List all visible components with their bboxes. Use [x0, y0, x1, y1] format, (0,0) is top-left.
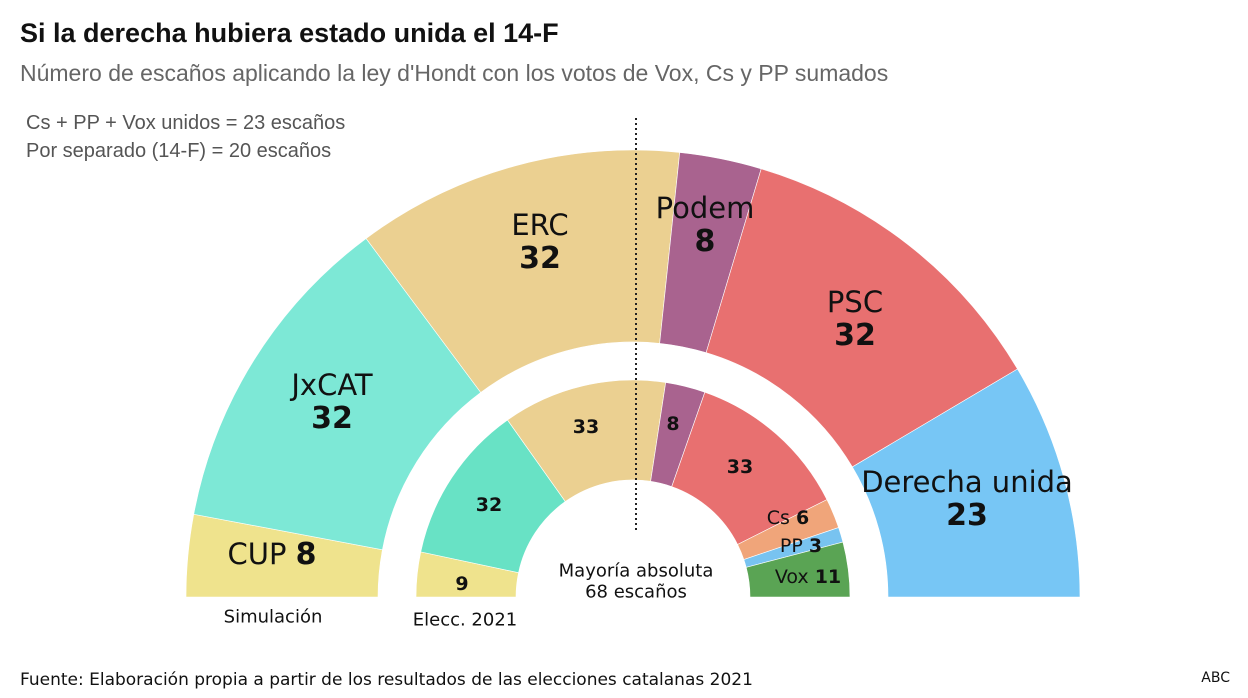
- outer-label-psc: PSC 32: [826, 285, 884, 354]
- inner-label-erc: 33: [572, 416, 600, 439]
- ring-label-simulacion: Simulación: [223, 606, 323, 628]
- source-note: Fuente: Elaboración propia a partir de l…: [20, 670, 753, 690]
- majority-label: Mayoría absoluta 68 escaños: [558, 560, 714, 602]
- chart-subtitle: Número de escaños aplicando la ley d'Hon…: [20, 60, 889, 86]
- inner-label-cup: 9: [455, 573, 469, 596]
- outer-label-derecha: Derecha unida 23: [861, 465, 1073, 534]
- outer-segment-psc: [705, 168, 1018, 468]
- chart-title: Si la derecha hubiera estado unida el 14…: [20, 18, 559, 48]
- ring-label-elecc: Elecc. 2021: [412, 609, 518, 631]
- outer-label-cup: CUP 8: [227, 536, 317, 572]
- outer-segment-derecha-unida: [851, 368, 1081, 598]
- inner-segment-vox: [745, 541, 851, 598]
- brand-logo: ABC: [1201, 670, 1230, 686]
- inner-label-pp: PP 3: [779, 535, 823, 558]
- outer-label-podem: Podem 8: [655, 191, 755, 260]
- note-united: Cs + PP + Vox unidos = 23 escaños: [26, 112, 346, 134]
- inner-label-psc: 33: [726, 456, 754, 479]
- outer-segment-jxcat: [193, 238, 482, 551]
- inner-label-vox: Vox 11: [774, 566, 842, 589]
- outer-label-erc: ERC 32: [511, 208, 569, 277]
- outer-segment-erc: [365, 149, 681, 393]
- note-separate: Por separado (14-F) = 20 escaños: [26, 140, 332, 162]
- inner-label-podem: 8: [666, 413, 680, 436]
- inner-label-cs: Cs 6: [766, 507, 810, 530]
- outer-label-jxcat: JxCAT 32: [291, 368, 373, 437]
- inner-label-jxcat: 32: [475, 494, 503, 517]
